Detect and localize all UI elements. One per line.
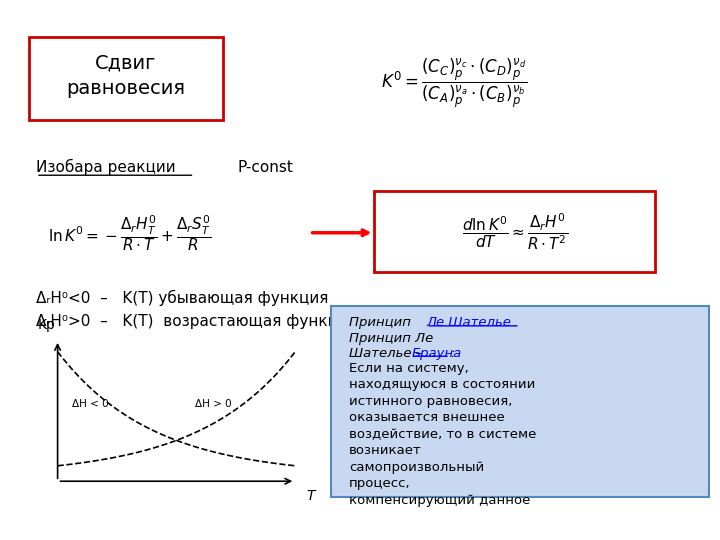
Text: Шателье –: Шателье –: [349, 347, 427, 360]
Text: $K^0 = \dfrac{(C_C)_p^{\nu_c} \cdot (C_D)_p^{\nu_d}}{(C_A)_p^{\nu_a} \cdot (C_B): $K^0 = \dfrac{(C_C)_p^{\nu_c} \cdot (C_D…: [380, 57, 527, 110]
Text: Если на систему,
находящуюся в состоянии
истинного равновесия,
оказывается внешн: Если на систему, находящуюся в состоянии…: [349, 362, 536, 507]
Text: :: :: [450, 347, 454, 360]
FancyBboxPatch shape: [374, 191, 655, 272]
Text: Брауна: Брауна: [412, 347, 462, 360]
Text: Принцип Ле: Принцип Ле: [349, 332, 433, 345]
Text: ΔᵣH⁰<0  –   K(T) убывающая функция: ΔᵣH⁰<0 – K(T) убывающая функция: [36, 290, 328, 306]
Text: Kp: Kp: [38, 318, 55, 332]
Text: Сдвиг
равновесия: Сдвиг равновесия: [66, 54, 186, 98]
Text: Принцип: Принцип: [349, 316, 420, 329]
Text: Ле Шателье: Ле Шателье: [426, 316, 511, 329]
Text: ΔH < 0: ΔH < 0: [72, 399, 109, 409]
Text: $\dfrac{d\ln K^0}{dT} \approx \dfrac{\Delta_r H^0}{R \cdot T^2}$: $\dfrac{d\ln K^0}{dT} \approx \dfrac{\De…: [462, 211, 568, 252]
Text: Изобара реакции: Изобара реакции: [36, 159, 176, 176]
FancyBboxPatch shape: [29, 37, 223, 120]
Text: ΔH > 0: ΔH > 0: [195, 399, 232, 409]
Text: P-const: P-const: [238, 160, 294, 175]
Text: T: T: [306, 489, 315, 503]
Text: ΔᵣH⁰>0  –   K(T)  возрастающая функция: ΔᵣH⁰>0 – K(T) возрастающая функция: [36, 314, 357, 329]
FancyBboxPatch shape: [331, 306, 709, 497]
Text: $\ln K^0 = -\dfrac{\Delta_r H^0_T}{R \cdot T} + \dfrac{\Delta_r S^0_T}{R}$: $\ln K^0 = -\dfrac{\Delta_r H^0_T}{R \cd…: [48, 213, 212, 253]
